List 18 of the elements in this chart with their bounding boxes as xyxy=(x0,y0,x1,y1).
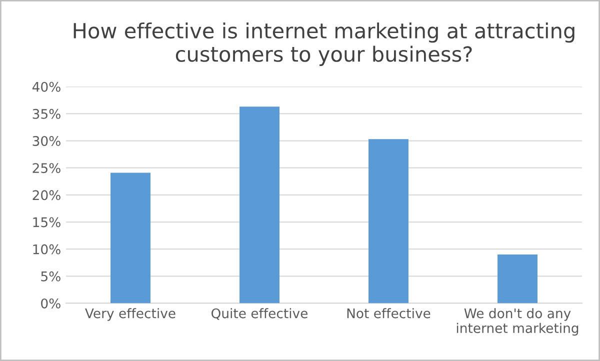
bar xyxy=(110,172,150,304)
x-tick-label: Quite effective xyxy=(212,308,308,320)
x-tick-label: We don't do any internet marketing xyxy=(456,308,578,336)
y-tick-label: 20% xyxy=(32,190,60,200)
x-tick-label: Not effective xyxy=(347,308,430,318)
y-tick-label: 10% xyxy=(33,244,60,254)
x-tick-label: Very effective xyxy=(85,308,176,321)
y-tick-label: 40% xyxy=(32,82,60,92)
y-tick-label: 15% xyxy=(33,217,60,228)
y-tick-label: 5% xyxy=(41,271,60,282)
bar xyxy=(240,106,280,304)
y-tick-label: 25% xyxy=(32,163,60,174)
chart-title: How effective is internet marketing at attracting customers to your business? xyxy=(74,22,574,66)
y-tick-label: 30% xyxy=(32,136,60,146)
y-tick-label: 35% xyxy=(32,108,60,119)
bar xyxy=(498,254,538,304)
bar xyxy=(368,139,408,304)
y-tick-label: 0% xyxy=(41,298,60,308)
